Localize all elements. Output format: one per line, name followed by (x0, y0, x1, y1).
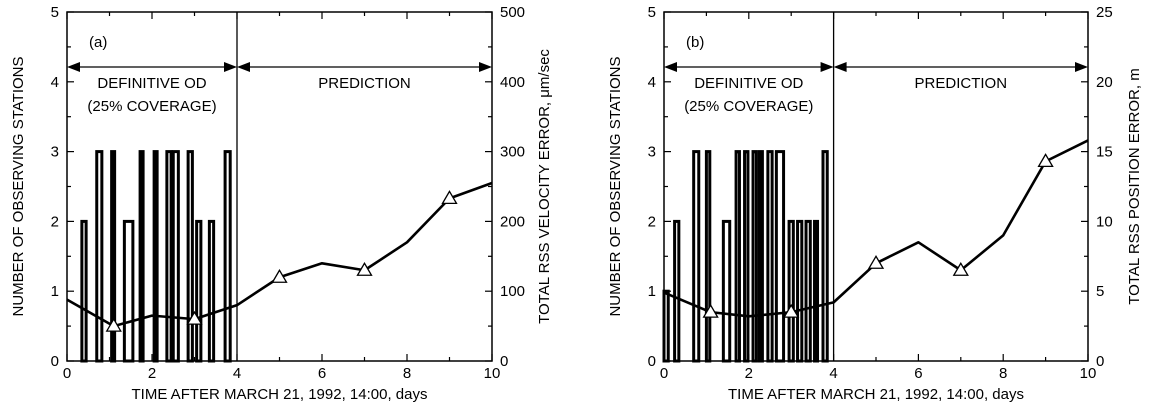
region-arrowhead-left (237, 62, 250, 72)
region-label: PREDICTION (915, 75, 1008, 92)
region-label: (25% COVERAGE) (87, 98, 216, 115)
y-right-tick-label: 200 (500, 213, 525, 230)
station-bar (110, 150, 117, 363)
y-left-tick-label: 1 (51, 283, 59, 300)
x-tick-label: 10 (1080, 365, 1097, 382)
station-bar (171, 150, 180, 363)
y-right-tick-label: 400 (500, 74, 525, 91)
region-arrowhead-left (67, 62, 80, 72)
x-tick-label: 4 (829, 365, 837, 382)
error-marker (1037, 153, 1054, 168)
y-right-tick-label: 10 (1096, 213, 1113, 230)
x-tick-label: 8 (403, 365, 411, 382)
y-right-tick-label: 100 (500, 283, 525, 300)
error-marker (952, 261, 969, 276)
station-bar (138, 150, 145, 363)
y-left-axis-label: NUMBER OF OBSERVING STATIONS (10, 56, 27, 316)
y-left-tick-label: 5 (51, 4, 59, 21)
station-bar (704, 150, 712, 363)
station-bar (804, 219, 812, 363)
y-right-tick-label: 5 (1096, 283, 1104, 300)
station-bar (95, 150, 104, 363)
region-label: DEFINITIVE OD (694, 75, 803, 92)
region-arrowhead-left (833, 62, 847, 72)
error-marker (271, 268, 288, 283)
station-bar (662, 289, 670, 363)
region-arrowhead-right (1075, 62, 1088, 72)
region-arrowhead-right (224, 62, 237, 72)
station-bar (743, 150, 750, 363)
y-right-tick-label: 15 (1096, 144, 1113, 161)
y-left-axis-label: NUMBER OF OBSERVING STATIONS (607, 56, 624, 316)
x-tick-label: 10 (484, 365, 501, 382)
station-bar (757, 150, 764, 363)
region-label: PREDICTION (318, 75, 411, 92)
station-bar (80, 219, 88, 363)
y-right-tick-label: 20 (1096, 74, 1113, 91)
station-bar (813, 219, 820, 363)
region-arrowhead-right (479, 62, 492, 72)
x-tick-label: 0 (660, 365, 668, 382)
y-left-tick-label: 5 (648, 4, 656, 21)
y-right-tick-label: 0 (1096, 353, 1104, 370)
y-left-tick-label: 4 (51, 74, 59, 91)
station-bar (774, 150, 786, 363)
x-tick-label: 4 (233, 365, 241, 382)
x-tick-label: 2 (148, 365, 156, 382)
y-right-axis-label: TOTAL RSS POSITION ERROR, m (1126, 68, 1143, 304)
error-marker (783, 303, 800, 318)
error-marker (186, 310, 203, 325)
y-right-tick-label: 25 (1096, 4, 1113, 21)
station-bar (787, 219, 795, 363)
x-tick-label: 2 (745, 365, 753, 382)
y-left-tick-label: 0 (51, 353, 59, 370)
y-left-tick-label: 3 (51, 144, 59, 161)
y-right-tick-label: 500 (500, 4, 525, 21)
station-bar (195, 219, 203, 363)
region-arrowhead-left (664, 62, 677, 72)
y-right-tick-label: 300 (500, 144, 525, 161)
x-tick-label: 6 (318, 365, 326, 382)
x-tick-label: 0 (63, 365, 71, 382)
panel-label: (a) (89, 34, 107, 51)
error-marker (441, 190, 458, 205)
y-left-tick-label: 2 (51, 213, 59, 230)
station-bar (796, 219, 804, 363)
station-bar (186, 150, 194, 363)
region-arrowhead-right (820, 62, 834, 72)
y-right-tick-label: 0 (500, 353, 508, 370)
x-axis-label: TIME AFTER MARCH 21, 1992, 14:00, days (728, 386, 1024, 403)
station-bar (122, 219, 135, 363)
y-left-tick-label: 1 (648, 283, 656, 300)
station-bar (692, 150, 701, 363)
y-left-tick-label: 2 (648, 213, 656, 230)
station-bar (165, 150, 173, 363)
region-label: (25% COVERAGE) (684, 98, 813, 115)
station-bar (207, 219, 216, 363)
panel-label: (b) (686, 34, 704, 51)
station-bar (721, 219, 732, 363)
station-bar (821, 150, 829, 363)
station-bar (734, 150, 741, 363)
error-marker (702, 303, 719, 318)
x-axis-label: TIME AFTER MARCH 21, 1992, 14:00, days (132, 386, 428, 403)
y-left-tick-label: 0 (648, 353, 656, 370)
station-bar (673, 219, 681, 363)
station-bar (152, 150, 159, 363)
error-marker (867, 254, 885, 269)
y-left-tick-label: 3 (648, 144, 656, 161)
station-bar (766, 150, 774, 363)
error-marker (105, 317, 122, 332)
x-tick-label: 6 (914, 365, 922, 382)
error-marker (356, 261, 373, 276)
y-right-axis-label: TOTAL RSS VELOCITY ERROR, μm/sec (536, 49, 553, 324)
region-label: DEFINITIVE OD (97, 75, 206, 92)
y-left-tick-label: 4 (648, 74, 656, 91)
station-bar (223, 150, 232, 363)
x-tick-label: 8 (999, 365, 1007, 382)
station-bar (751, 150, 758, 363)
